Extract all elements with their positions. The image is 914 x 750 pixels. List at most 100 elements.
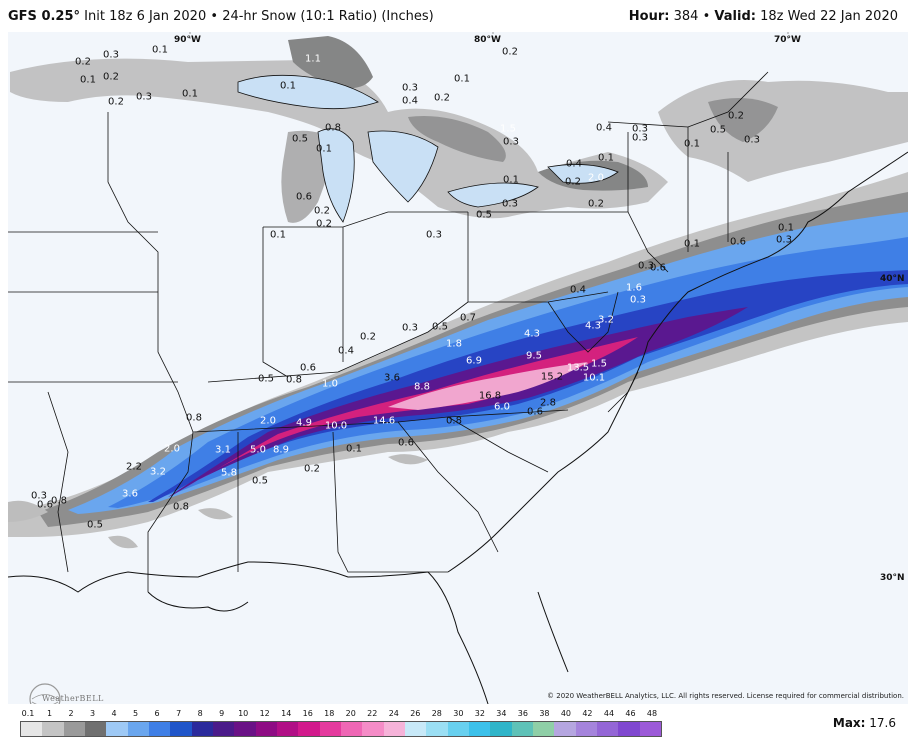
snow-value: 1.5 (500, 123, 516, 135)
coastline (8, 151, 908, 704)
snow-value: 0.3 (632, 123, 648, 135)
scale-swatch (575, 722, 597, 736)
snow-value: 9.5 (526, 350, 542, 362)
snow-value: 3.2 (598, 314, 614, 326)
snow-value: 4.3 (585, 320, 601, 332)
snow-value: 0.2 (434, 92, 450, 104)
scale-swatch (554, 722, 576, 736)
snow-value: 4.9 (296, 417, 312, 429)
snow-value: 2.2 (126, 461, 142, 473)
scale-tick-label: 20 (345, 709, 356, 718)
snow-value: 8.8 (414, 381, 430, 393)
snow-value: 0.3 (426, 229, 442, 241)
snow-value: 1.0 (322, 378, 338, 390)
snow-value: 0.1 (152, 44, 168, 56)
scale-tick-label: 5 (133, 709, 139, 718)
scale-tick-label: 4 (111, 709, 117, 718)
snow-value: 3.1 (215, 444, 231, 456)
snow-value: 0.7 (460, 312, 476, 324)
max-value: 17.6 (869, 716, 896, 730)
snow-value: 4.3 (524, 328, 540, 340)
snow-value: 5.8 (221, 467, 237, 479)
product-name: 24-hr Snow (10:1 Ratio) (Inches) (222, 9, 434, 24)
snow-value: 0.5 (87, 519, 103, 531)
snow-value: 0.5 (476, 209, 492, 221)
scale-swatch (639, 722, 661, 736)
scale-swatch (106, 722, 128, 736)
snow-value: 0.8 (51, 495, 67, 507)
lat-label-30n: 30°N (880, 573, 905, 583)
scale-tick-label: 6 (154, 709, 160, 718)
snow-value: 0.3 (744, 134, 760, 146)
snow-value: 0.3 (776, 234, 792, 246)
hour-label: Hour: (628, 9, 670, 24)
snow-value: 0.4 (402, 95, 418, 107)
scale-tick-label: 22 (367, 709, 378, 718)
title-separator-2: • (702, 9, 711, 24)
scale-tick-label: 48 (646, 709, 658, 718)
snow-value: 0.5 (292, 133, 308, 145)
logo-text: WeatherBELL (42, 694, 104, 703)
scale-tick-label: 24 (388, 709, 399, 718)
max-value-readout: Max: 17.6 (833, 716, 896, 730)
snow-value: 0.2 (360, 331, 376, 343)
snow-value: 0.3 (630, 294, 646, 306)
snow-value: 1.1 (305, 53, 321, 65)
lon-label-80w: 80°W (474, 35, 501, 45)
scale-swatch (148, 722, 171, 736)
snow-value: 13.5 (566, 362, 590, 374)
snow-value: 2.8 (540, 397, 556, 409)
scale-tick-label: 8 (197, 709, 203, 718)
snow-value: 0.4 (338, 345, 354, 357)
title-separator: • (210, 9, 219, 24)
scale-swatch (255, 722, 277, 736)
snow-value: 0.3 (31, 490, 47, 502)
snow-value: 0.8 (173, 501, 189, 513)
snow-value: 0.1 (778, 222, 794, 234)
snow-value: 15.2 (540, 371, 564, 383)
scale-swatch (362, 722, 384, 736)
snow-value: 0.5 (252, 475, 268, 487)
scale-swatch (340, 722, 363, 736)
graticule (189, 32, 789, 42)
scale-swatch (191, 722, 213, 736)
scale-swatch (212, 722, 235, 736)
snow-value: 0.6 (37, 499, 53, 511)
snow-value: 0.3 (502, 198, 518, 210)
scale-tick-label: 32 (474, 709, 485, 718)
snow-value: 0.1 (346, 443, 362, 455)
init-time: Init 18z 6 Jan 2020 (84, 9, 207, 24)
snow-value: 0.2 (108, 96, 124, 108)
copyright-notice: © 2020 WeatherBELL Analytics, LLC. All r… (547, 692, 904, 700)
scale-swatch (298, 722, 320, 736)
scale-tick-label: 14 (281, 709, 292, 718)
scale-swatch (383, 722, 405, 736)
snow-value: 2.0 (164, 443, 180, 455)
snow-value: 0.1 (270, 229, 286, 241)
snow-value: 0.2 (588, 198, 604, 210)
political-boundaries (8, 71, 769, 592)
scale-tick-label: 10 (238, 709, 249, 718)
snow-value: 1.8 (446, 338, 462, 350)
snow-value: 0.4 (566, 158, 582, 170)
snow-value: 3.6 (384, 372, 400, 384)
scale-swatch (468, 722, 491, 736)
scale-swatch (319, 722, 341, 736)
snow-value: 0.1 (316, 143, 332, 155)
snow-value: 10.0 (324, 420, 348, 432)
snow-value: 0.8 (325, 122, 341, 134)
scale-tick-label: 42 (582, 709, 593, 718)
snow-value: 3.6 (122, 488, 138, 500)
scale-bar (20, 721, 662, 737)
hour-value: 384 (673, 9, 699, 24)
snow-value: 0.3 (136, 91, 152, 103)
map-canvas (8, 32, 908, 704)
snow-value: 0.3 (638, 260, 654, 272)
valid-value: 18z Wed 22 Jan 2020 (760, 9, 898, 24)
snow-value: 3.2 (150, 466, 166, 478)
scale-swatch (426, 722, 448, 736)
scale-swatch (404, 722, 427, 736)
logo-globe-icon (29, 683, 61, 704)
scale-tick-label: 38 (539, 709, 550, 718)
snow-value: 0.4 (570, 284, 586, 296)
